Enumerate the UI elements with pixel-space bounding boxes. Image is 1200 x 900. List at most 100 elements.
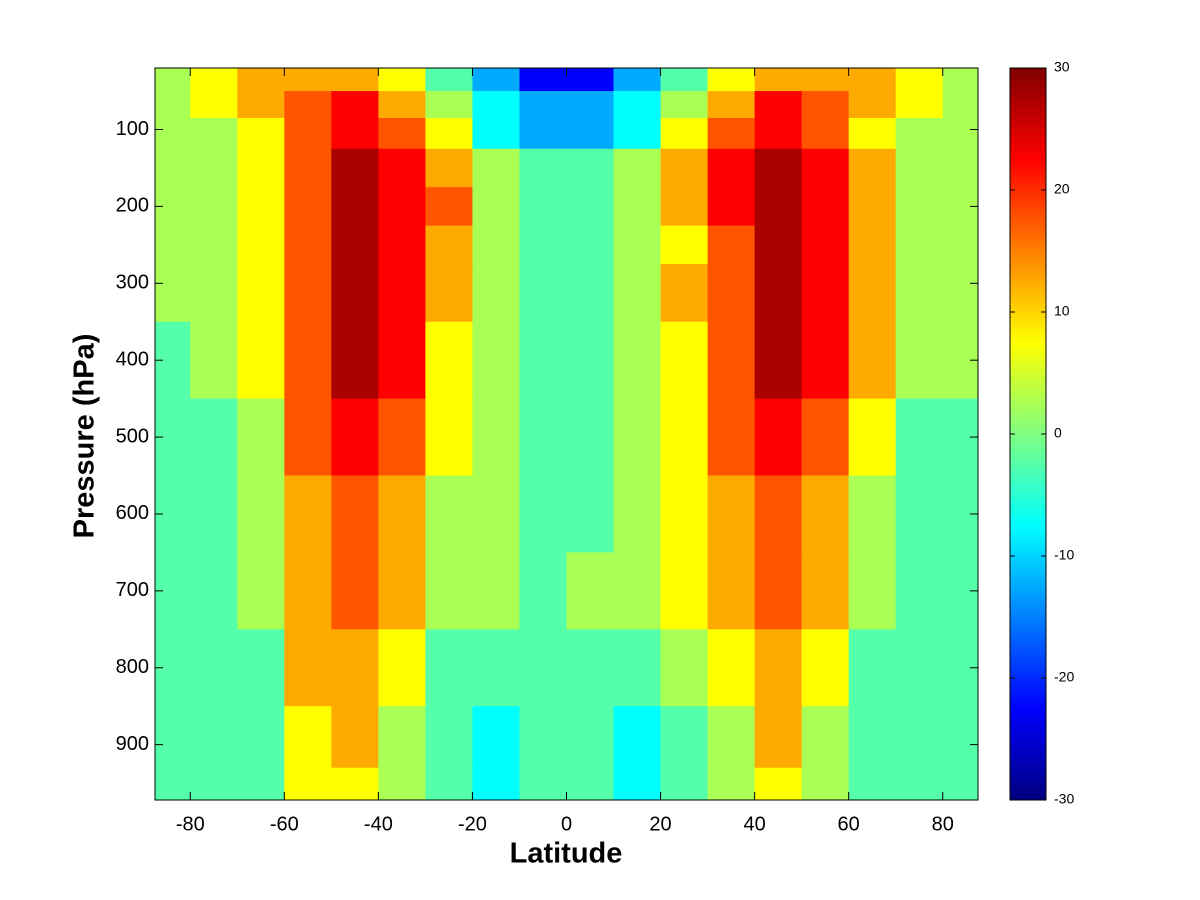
- contour-cell: [284, 552, 332, 630]
- contour-cell: [519, 706, 567, 769]
- contour-cell: [284, 475, 332, 553]
- contour-cell: [378, 225, 426, 265]
- contour-cell: [237, 706, 285, 769]
- y-tick-label: 600: [116, 502, 149, 524]
- colorbar-tick-label: 10: [1054, 303, 1070, 319]
- x-tick-label: 80: [932, 813, 954, 835]
- contour-cell: [284, 148, 332, 188]
- contour-cell: [472, 767, 520, 801]
- contour-cell: [754, 398, 803, 477]
- contour-cell: [331, 475, 379, 553]
- contour-cell: [942, 225, 979, 265]
- contour-cell: [519, 117, 567, 150]
- contour-cell: [707, 767, 756, 801]
- contour-cell: [801, 767, 850, 801]
- x-tick-label: 20: [649, 813, 671, 835]
- contour-cell: [566, 629, 615, 707]
- contour-cell: [848, 264, 897, 323]
- y-tick-label: 500: [116, 425, 149, 447]
- contour-cell: [707, 91, 756, 119]
- contour-cell: [754, 187, 803, 227]
- contour-cell: [237, 629, 285, 707]
- contour-cell: [566, 475, 615, 553]
- contour-cell: [425, 225, 473, 265]
- contour-cell: [942, 68, 979, 92]
- colorbar-tick-label: -10: [1054, 547, 1074, 563]
- contour-cell: [472, 148, 520, 188]
- contour-cell: [378, 321, 426, 400]
- contour-cell: [613, 117, 662, 150]
- contour-cell: [331, 91, 379, 119]
- contour-cell: [472, 475, 520, 553]
- contour-cell: [801, 91, 850, 119]
- contour-cell: [707, 629, 756, 707]
- contour-cell: [237, 321, 285, 400]
- contour-cell: [331, 706, 379, 769]
- contour-cell: [895, 475, 944, 553]
- contour-cell: [378, 117, 426, 150]
- contour-cell: [613, 68, 662, 92]
- contour-cell: [331, 552, 379, 630]
- contour-cell: [848, 187, 897, 227]
- contour-cell: [613, 629, 662, 707]
- contour-cell: [425, 706, 473, 769]
- x-tick-label: -20: [458, 813, 487, 835]
- contour-cell: [155, 264, 191, 323]
- contour-cell: [848, 117, 897, 150]
- contour-cell: [613, 398, 662, 477]
- colorbar-tick-label: -20: [1054, 669, 1074, 685]
- contour-cell: [378, 148, 426, 188]
- contour-cell: [707, 187, 756, 227]
- contour-cell: [613, 321, 662, 400]
- contour-cell: [155, 148, 191, 188]
- contour-cell: [425, 321, 473, 400]
- contour-cell: [566, 706, 615, 769]
- contour-cell: [660, 321, 709, 400]
- contour-cell: [848, 68, 897, 92]
- contour-cell: [378, 68, 426, 92]
- contour-cell: [519, 264, 567, 323]
- contour-cell: [425, 148, 473, 188]
- contour-cell: [848, 629, 897, 707]
- contour-cell: [895, 767, 944, 801]
- contour-cell: [754, 767, 803, 801]
- contour-cell: [425, 68, 473, 92]
- contour-cell: [566, 398, 615, 477]
- contour-cell: [519, 187, 567, 227]
- contour-cell: [190, 552, 238, 630]
- contour-cell: [566, 148, 615, 188]
- contour-cell: [190, 117, 238, 150]
- contour-cell: [660, 629, 709, 707]
- contour-cell: [237, 117, 285, 150]
- contour-cell: [284, 117, 332, 150]
- contour-cell: [331, 225, 379, 265]
- contour-cell: [190, 264, 238, 323]
- contour-cell: [613, 187, 662, 227]
- colorbar-tick-label: -30: [1054, 791, 1074, 807]
- contour-cell: [284, 264, 332, 323]
- contour-cell: [284, 187, 332, 227]
- contour-cell: [895, 629, 944, 707]
- contour-cell: [472, 187, 520, 227]
- contour-cell: [519, 148, 567, 188]
- contour-cell: [155, 706, 191, 769]
- contour-cell: [472, 91, 520, 119]
- contour-cell: [942, 148, 979, 188]
- contour-cell: [707, 552, 756, 630]
- contour-cell: [801, 552, 850, 630]
- contour-cell: [331, 187, 379, 227]
- contour-cell: [895, 264, 944, 323]
- contour-cell: [237, 91, 285, 119]
- contour-cell: [848, 706, 897, 769]
- contour-cell: [378, 187, 426, 227]
- contour-cell: [190, 475, 238, 553]
- contour-cell: [472, 68, 520, 92]
- contour-cell: [660, 91, 709, 119]
- contour-cell: [660, 225, 709, 265]
- contour-cell: [519, 321, 567, 400]
- contour-cell: [660, 187, 709, 227]
- contour-cell: [613, 706, 662, 769]
- colorbar: [1009, 67, 1047, 801]
- contour-cell: [331, 767, 379, 801]
